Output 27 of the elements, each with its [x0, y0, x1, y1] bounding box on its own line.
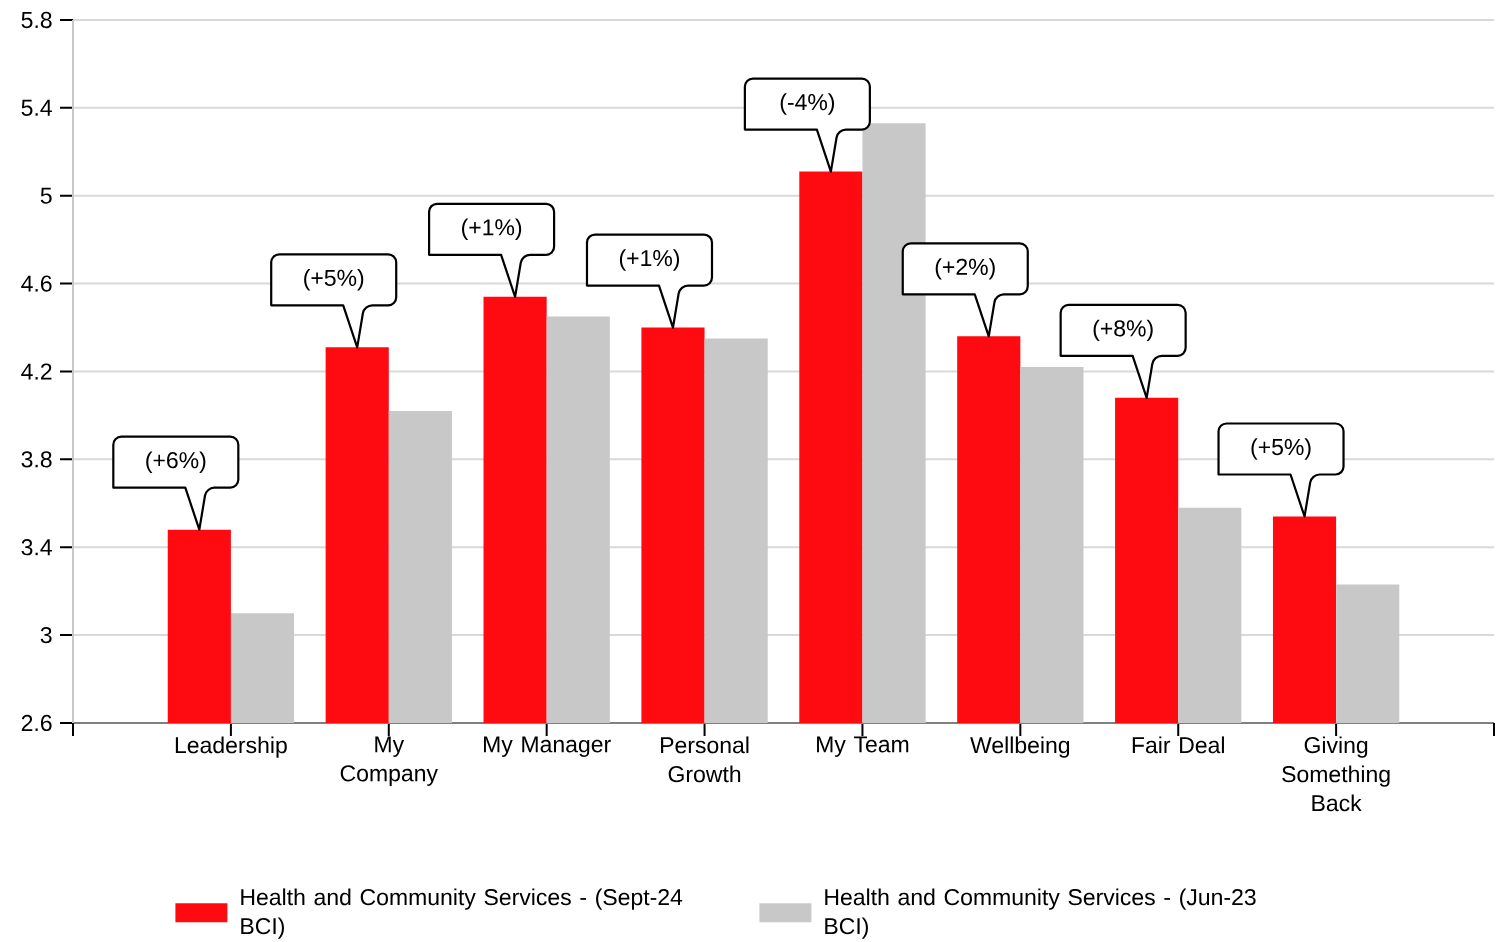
- x-tick-label: My Team: [817, 736, 909, 757]
- annotation: (+2%): [935, 258, 995, 280]
- y-tick-label: 5.8: [21, 11, 52, 29]
- y-tick-label: 3.4: [21, 539, 52, 556]
- legend-label: Health and Community Services - (Jun-23 BCI): [825, 888, 1256, 939]
- x-tick-label: Leadership: [175, 736, 287, 758]
- y-tick-label: 4.2: [21, 363, 52, 380]
- annotation: (+6%): [146, 451, 206, 473]
- annotation: (-4%): [780, 93, 835, 115]
- x-tick-label: Wellbeing: [970, 736, 1070, 758]
- y-tick-label: 3.8: [21, 451, 52, 468]
- annotation: (+1%): [619, 249, 680, 271]
- y-tick-label: 5: [40, 187, 52, 204]
- x-tick-label: My Manager: [484, 736, 611, 757]
- legend-label: Health and Community Services - (Sept-24 BCI): [241, 888, 683, 939]
- annotation: (+5%): [304, 269, 364, 291]
- annotation: (+8%): [1093, 319, 1153, 342]
- y-tick-label: 2.6: [21, 714, 52, 732]
- x-tick-label: Giving Something Back: [1282, 736, 1390, 812]
- annotation: (+1%): [462, 218, 522, 241]
- annotation: (+5%): [1251, 438, 1311, 460]
- x-tick-label: My Company: [340, 736, 438, 786]
- x-tick-label: Fair Deal: [1132, 736, 1224, 754]
- y-tick-label: 4.6: [21, 275, 52, 292]
- x-tick-label: Personal Growth: [661, 736, 749, 783]
- y-tick-label: 5.4: [21, 99, 52, 116]
- y-tick-label: 3: [40, 626, 52, 644]
